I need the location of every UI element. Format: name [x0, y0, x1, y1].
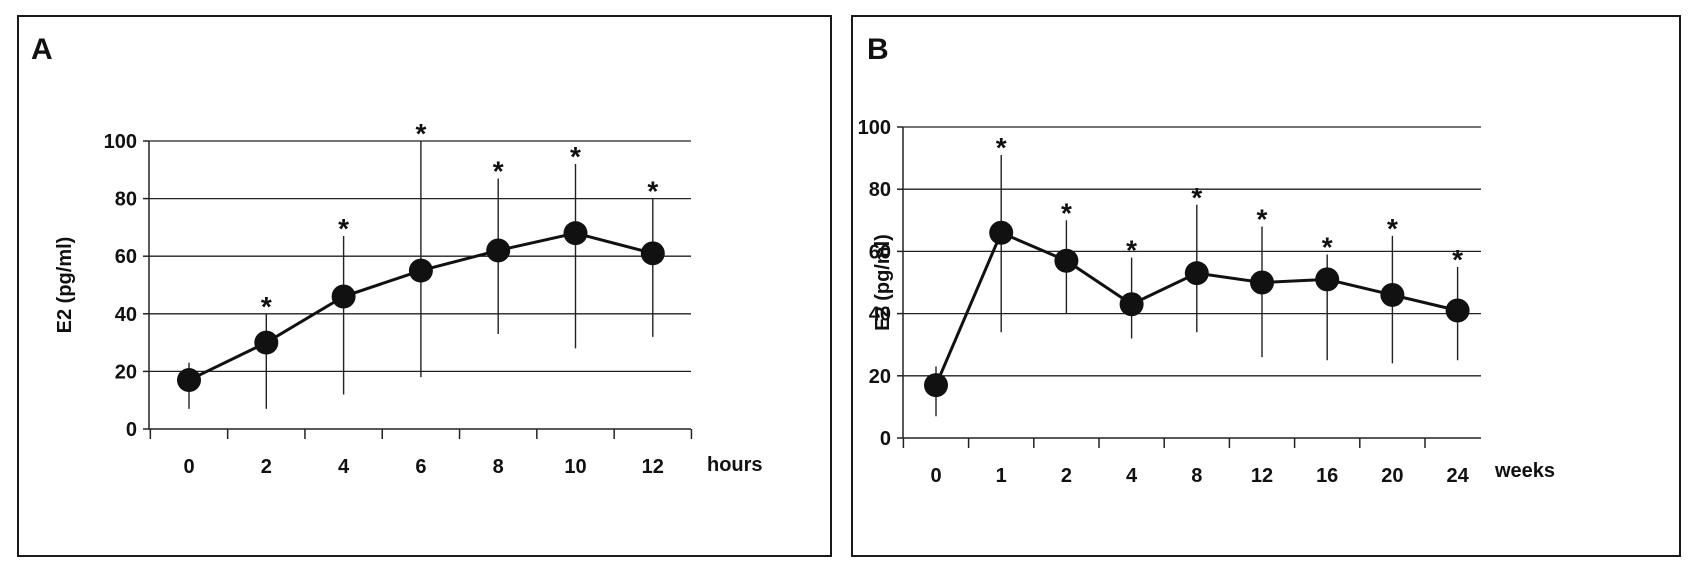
y-tick-label: 80 — [115, 189, 137, 211]
y-tick-label: 60 — [869, 241, 891, 263]
y-axis-title: E2 (pg/ml) — [54, 237, 76, 334]
data-point — [924, 373, 948, 398]
significance-star: * — [647, 176, 658, 207]
data-point — [1380, 282, 1405, 307]
significance-star: * — [570, 141, 581, 172]
y-tick-label: 100 — [104, 131, 137, 153]
x-tick-label: 2 — [261, 456, 272, 478]
y-tick-label: 100 — [858, 117, 891, 139]
panel-label: B — [867, 33, 889, 66]
significance-star: * — [493, 155, 504, 186]
x-tick-label: 8 — [1191, 465, 1202, 487]
y-tick-label: 80 — [869, 179, 891, 201]
x-tick-label: 8 — [493, 456, 504, 478]
data-point — [1315, 267, 1340, 292]
y-tick-label: 0 — [880, 428, 891, 450]
data-point — [486, 238, 511, 263]
data-point — [1119, 292, 1144, 317]
x-tick-label: 6 — [415, 456, 426, 478]
data-point — [989, 220, 1014, 245]
significance-star: * — [996, 132, 1007, 163]
significance-star: * — [1126, 235, 1137, 266]
significance-star: * — [1452, 244, 1463, 275]
significance-star: * — [1191, 182, 1202, 213]
data-point — [1054, 248, 1079, 273]
chart-panel-a: A 0 20 40 60 80 100 0 2 4 6 8 10 12 hours E2 (pg/ml) * * *… — [17, 15, 832, 557]
x-tick-label: 4 — [1126, 465, 1138, 487]
significance-star: * — [261, 291, 272, 322]
y-tick-label: 20 — [115, 361, 137, 383]
data-point — [331, 284, 356, 309]
y-tick-label: 20 — [869, 366, 891, 388]
x-axis-unit-label: weeks — [1494, 460, 1555, 482]
x-tick-label: 20 — [1381, 465, 1403, 487]
x-tick-label: 12 — [642, 456, 664, 478]
significance-star: * — [1322, 232, 1333, 263]
significance-star: * — [1061, 197, 1072, 228]
x-tick-label: 16 — [1316, 465, 1338, 487]
x-tick-label: 10 — [564, 456, 586, 478]
x-tick-label: 0 — [930, 465, 941, 487]
data-point — [1184, 261, 1209, 286]
data-point — [1445, 298, 1470, 323]
chart-panel-b: B 0 20 40 60 80 100 0 1 2 4 8 12 16 20 24 weeks E2 (pg/ml… — [851, 15, 1681, 557]
data-point — [408, 258, 433, 283]
x-axis-unit-label: hours — [707, 454, 763, 476]
y-tick-label: 0 — [126, 419, 137, 441]
data-point — [1250, 270, 1274, 295]
x-tick-label: 12 — [1251, 465, 1273, 487]
x-tick-label: 0 — [183, 456, 194, 478]
x-tick-label: 1 — [996, 465, 1007, 487]
chart-a-svg: A 0 20 40 60 80 100 0 2 4 6 8 10 12 hours E2 (pg/ml) * * *… — [31, 33, 763, 478]
y-tick-label: 40 — [115, 304, 137, 326]
significance-star: * — [1387, 213, 1398, 244]
y-axis-title: E2 (pg/ml) — [872, 234, 894, 331]
significance-star: * — [1257, 204, 1268, 235]
x-tick-label: 4 — [338, 456, 350, 478]
x-tick-label: 2 — [1061, 465, 1072, 487]
significance-star: * — [415, 118, 426, 149]
panel-label: A — [31, 33, 53, 66]
data-point — [177, 368, 201, 393]
data-point — [254, 330, 279, 355]
y-tick-label: 40 — [869, 304, 891, 326]
significance-star: * — [338, 213, 349, 244]
y-tick-label: 60 — [115, 246, 137, 268]
data-point — [563, 221, 588, 246]
x-tick-label: 24 — [1446, 465, 1469, 487]
data-point — [640, 241, 665, 266]
